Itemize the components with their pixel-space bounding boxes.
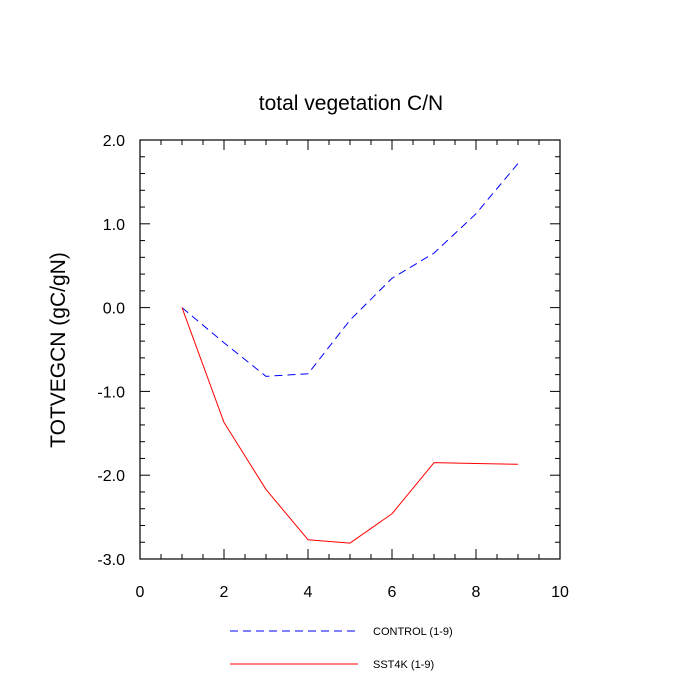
legend-label-2: SST4K (1-9) bbox=[373, 659, 434, 671]
legend-label-1: CONTROL (1-9) bbox=[373, 626, 453, 638]
y-axis-label: TOTVEGCN (gC/gN) bbox=[47, 252, 70, 448]
series-line-2 bbox=[181, 307, 519, 544]
x-tick-label: 10 bbox=[551, 584, 569, 601]
y-tick-label: 2.0 bbox=[103, 133, 125, 150]
chart-title: total vegetation C/N bbox=[259, 92, 443, 115]
plot-frame bbox=[139, 139, 561, 560]
x-tick-label: 8 bbox=[472, 584, 481, 601]
series-layer bbox=[181, 163, 519, 544]
x-tick-label: 6 bbox=[388, 584, 397, 601]
legend: CONTROL (1-9) SST4K (1-9) bbox=[230, 626, 453, 671]
axes: 0 2 4 6 8 10 -3.0 -2.0 -1.0 0.0 1.0 2.0 bbox=[97, 133, 569, 601]
y-tick-label: 0.0 bbox=[103, 301, 125, 318]
series-line-1 bbox=[181, 163, 519, 377]
y-tick-label: 1.0 bbox=[103, 217, 125, 234]
x-tick-label: 0 bbox=[136, 584, 145, 601]
x-tick-label: 2 bbox=[220, 584, 229, 601]
y-tick-label: -3.0 bbox=[97, 552, 125, 569]
x-tick-label: 4 bbox=[304, 584, 313, 601]
y-tick-label: -2.0 bbox=[97, 468, 125, 485]
y-tick-label: -1.0 bbox=[97, 384, 125, 401]
